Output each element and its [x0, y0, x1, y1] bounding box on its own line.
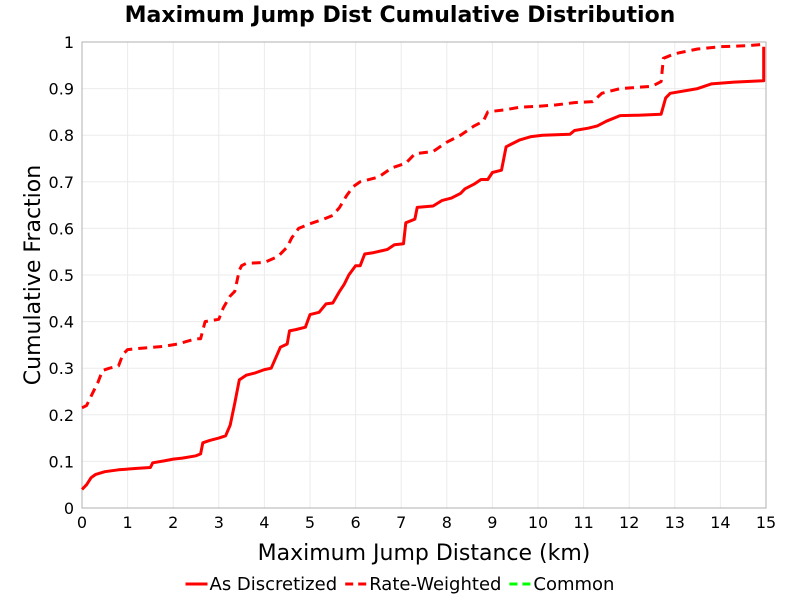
- y-tick-label: 1: [64, 33, 74, 52]
- x-tick-label: 1: [123, 513, 133, 532]
- x-tick-label: 2: [168, 513, 178, 532]
- x-tick-label: 14: [710, 513, 730, 532]
- x-tick-label: 11: [573, 513, 593, 532]
- legend-label: Common: [533, 574, 614, 595]
- x-tick-label: 5: [305, 513, 315, 532]
- x-tick-label: 6: [351, 513, 361, 532]
- x-tick-label: 13: [665, 513, 685, 532]
- x-tick-label: 3: [214, 513, 224, 532]
- y-tick-label: 0.2: [49, 406, 74, 425]
- legend-label: Rate-Weighted: [369, 574, 501, 595]
- y-tick-label: 0.6: [49, 219, 74, 238]
- legend-label: As Discretized: [210, 574, 338, 595]
- x-tick-label: 12: [619, 513, 639, 532]
- y-tick-label: 0: [64, 499, 74, 518]
- y-tick-label: 0.5: [49, 266, 74, 285]
- x-tick-label: 10: [528, 513, 548, 532]
- x-tick-label: 8: [442, 513, 452, 532]
- x-tick-layer: 0 1 2 3 4 5 6 7 8 9 10 11 12 13 14 15: [77, 513, 776, 532]
- x-tick-label: 9: [487, 513, 497, 532]
- legend-item: Common: [509, 574, 614, 595]
- y-tick-label: 0.7: [49, 173, 74, 192]
- plot-frame: [81, 41, 767, 509]
- y-tick-label: 0.1: [49, 452, 74, 471]
- legend-item: As Discretized: [185, 574, 338, 595]
- series-line-rate-weighted: [81, 42, 764, 410]
- x-axis-label: Maximum Jump Distance (km): [258, 541, 591, 566]
- legend: As Discretized Rate-Weighted Common: [185, 574, 614, 595]
- series-line-as-discretized: [80, 46, 766, 491]
- y-tick-layer: 0 0.1 0.2 0.3 0.4 0.5 0.6 0.7 0.8 0.9 1: [49, 33, 74, 518]
- series-layer: [80, 42, 766, 491]
- y-tick-label: 0.4: [49, 313, 74, 332]
- grid-layer: [82, 42, 766, 508]
- y-tick-label: 0.9: [49, 80, 74, 99]
- y-axis-label: Cumulative Fraction: [21, 165, 46, 385]
- y-tick-label: 0.3: [49, 359, 74, 378]
- x-tick-label: 0: [77, 513, 87, 532]
- x-tick-label: 7: [396, 513, 406, 532]
- x-tick-label: 4: [259, 513, 269, 532]
- y-tick-label: 0.8: [49, 126, 74, 145]
- x-tick-label: 15: [756, 513, 776, 532]
- chart-title: Maximum Jump Dist Cumulative Distributio…: [125, 3, 676, 28]
- legend-item: Rate-Weighted: [345, 574, 501, 595]
